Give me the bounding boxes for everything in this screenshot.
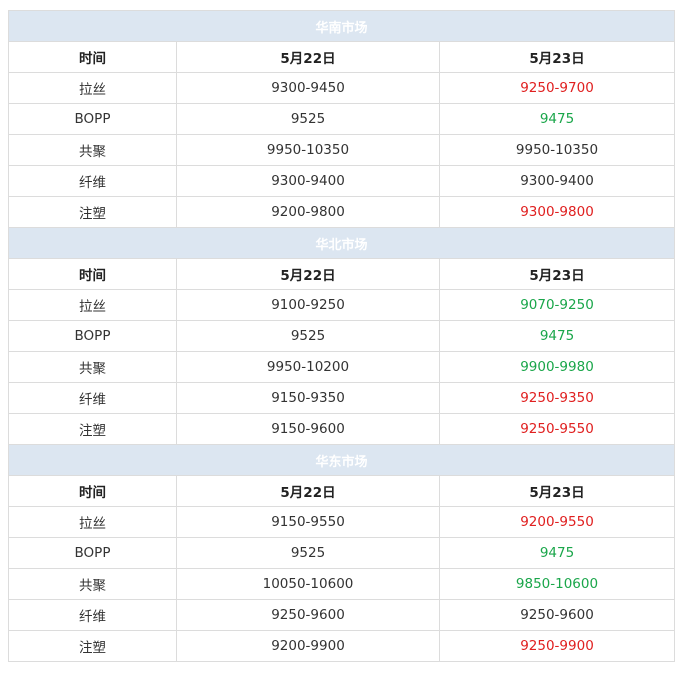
table-row: 注塑 9200-9900 9250-9900 [8, 630, 675, 662]
column-header-may22: 5月22日 [176, 258, 440, 290]
price-may23-cell: 9250-9350 [439, 382, 675, 414]
product-name-cell: BOPP [8, 320, 177, 352]
table-row: 共聚 9950-10200 9900-9980 [8, 351, 675, 383]
price-may22-cell: 9250-9600 [176, 599, 440, 631]
section-title: 华东市场 [8, 444, 675, 476]
price-may23-cell: 9475 [439, 103, 675, 135]
price-may23-cell: 9475 [439, 320, 675, 352]
table-row: BOPP 9525 9475 [8, 537, 675, 569]
product-name-cell: 纤维 [8, 382, 177, 414]
column-header-time: 时间 [8, 41, 177, 73]
section-title: 华北市场 [8, 227, 675, 259]
product-name-cell: 注塑 [8, 413, 177, 445]
table-row: 纤维 9250-9600 9250-9600 [8, 599, 675, 631]
column-header-time: 时间 [8, 258, 177, 290]
section-title-row: 华东市场 [8, 444, 675, 476]
product-name-cell: 拉丝 [8, 289, 177, 321]
price-may23-cell: 9250-9700 [439, 72, 675, 104]
price-may23-cell: 9250-9900 [439, 630, 675, 662]
price-may22-cell: 10050-10600 [176, 568, 440, 600]
section-title-row: 华南市场 [8, 10, 675, 42]
product-name-cell: BOPP [8, 537, 177, 569]
price-may22-cell: 9150-9350 [176, 382, 440, 414]
price-may22-cell: 9525 [176, 103, 440, 135]
table-row: 注塑 9200-9800 9300-9800 [8, 196, 675, 228]
table-row: BOPP 9525 9475 [8, 320, 675, 352]
price-may23-cell: 9300-9400 [439, 165, 675, 197]
section-title: 华南市场 [8, 10, 675, 42]
column-header-may23: 5月23日 [439, 475, 675, 507]
price-may22-cell: 9150-9550 [176, 506, 440, 538]
price-may23-cell: 9475 [439, 537, 675, 569]
product-name-cell: 拉丝 [8, 72, 177, 104]
product-name-cell: 共聚 [8, 568, 177, 600]
product-name-cell: 纤维 [8, 165, 177, 197]
product-name-cell: 注塑 [8, 196, 177, 228]
price-may22-cell: 9525 [176, 320, 440, 352]
price-may22-cell: 9525 [176, 537, 440, 569]
table-row: 拉丝 9300-9450 9250-9700 [8, 72, 675, 104]
column-header-may23: 5月23日 [439, 41, 675, 73]
table-row: BOPP 9525 9475 [8, 103, 675, 135]
price-may22-cell: 9950-10200 [176, 351, 440, 383]
price-may23-cell: 9200-9550 [439, 506, 675, 538]
column-header-may22: 5月22日 [176, 41, 440, 73]
table-row: 拉丝 9150-9550 9200-9550 [8, 506, 675, 538]
table-row: 纤维 9150-9350 9250-9350 [8, 382, 675, 414]
column-header-time: 时间 [8, 475, 177, 507]
table-row: 注塑 9150-9600 9250-9550 [8, 413, 675, 445]
table-row: 共聚 9950-10350 9950-10350 [8, 134, 675, 166]
price-may22-cell: 9100-9250 [176, 289, 440, 321]
product-name-cell: 拉丝 [8, 506, 177, 538]
table-header-row: 时间 5月22日 5月23日 [8, 258, 675, 290]
table-row: 纤维 9300-9400 9300-9400 [8, 165, 675, 197]
price-may23-cell: 9900-9980 [439, 351, 675, 383]
price-may22-cell: 9200-9900 [176, 630, 440, 662]
product-name-cell: 共聚 [8, 351, 177, 383]
table-row: 共聚 10050-10600 9850-10600 [8, 568, 675, 600]
product-name-cell: 共聚 [8, 134, 177, 166]
price-may22-cell: 9150-9600 [176, 413, 440, 445]
price-may23-cell: 9950-10350 [439, 134, 675, 166]
price-may23-cell: 9250-9550 [439, 413, 675, 445]
table-header-row: 时间 5月22日 5月23日 [8, 475, 675, 507]
price-may23-cell: 9250-9600 [439, 599, 675, 631]
section-title-row: 华北市场 [8, 227, 675, 259]
price-may22-cell: 9200-9800 [176, 196, 440, 228]
column-header-may22: 5月22日 [176, 475, 440, 507]
product-name-cell: 纤维 [8, 599, 177, 631]
table-header-row: 时间 5月22日 5月23日 [8, 41, 675, 73]
price-may23-cell: 9300-9800 [439, 196, 675, 228]
price-may23-cell: 9850-10600 [439, 568, 675, 600]
price-may23-cell: 9070-9250 [439, 289, 675, 321]
price-may22-cell: 9950-10350 [176, 134, 440, 166]
product-name-cell: BOPP [8, 103, 177, 135]
price-table: 华南市场 时间 5月22日 5月23日 拉丝 9300-9450 9250-9700 BOPP… [8, 10, 675, 662]
column-header-may23: 5月23日 [439, 258, 675, 290]
price-table-container: 华南市场 时间 5月22日 5月23日 拉丝 9300-9450 9250-9700 BOPP… [8, 10, 675, 662]
product-name-cell: 注塑 [8, 630, 177, 662]
table-row: 拉丝 9100-9250 9070-9250 [8, 289, 675, 321]
price-may22-cell: 9300-9450 [176, 72, 440, 104]
price-may22-cell: 9300-9400 [176, 165, 440, 197]
